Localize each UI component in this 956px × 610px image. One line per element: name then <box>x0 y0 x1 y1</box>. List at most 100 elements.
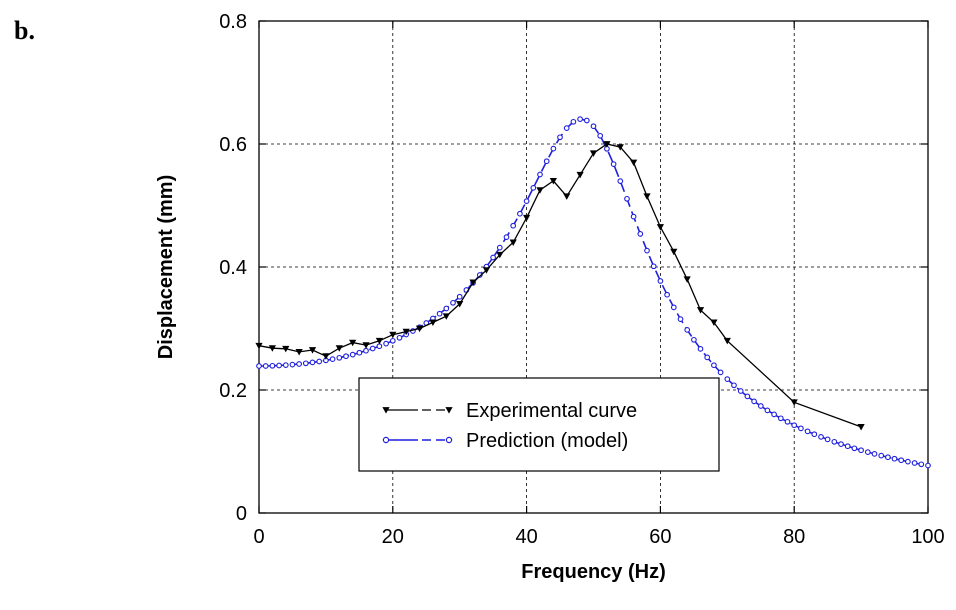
experimental-point <box>536 187 544 194</box>
prediction-point <box>563 125 570 131</box>
experimental-point <box>790 399 798 406</box>
prediction-point <box>664 291 670 298</box>
prediction-point <box>530 185 537 191</box>
experimental-point <box>389 331 397 339</box>
prediction-point <box>282 362 289 368</box>
experimental-point <box>375 337 384 345</box>
prediction-point <box>510 222 517 229</box>
prediction-point <box>704 354 711 361</box>
experimental-point <box>523 214 531 222</box>
prediction-point <box>617 178 624 184</box>
prediction-point <box>744 393 751 400</box>
prediction-point <box>376 343 383 350</box>
prediction-point <box>711 362 717 369</box>
prediction-point <box>771 411 777 418</box>
experimental-point <box>295 348 303 356</box>
prediction-point <box>878 452 885 459</box>
prediction-point <box>256 363 262 369</box>
x-tick-label: 60 <box>649 526 671 548</box>
prediction-point <box>724 376 731 382</box>
x-tick-label: 80 <box>783 526 805 548</box>
legend-marker <box>445 407 453 414</box>
legend-sample-prediction <box>382 436 453 444</box>
prediction-point <box>490 254 496 261</box>
y-tick-label: 0.8 <box>219 11 247 33</box>
experimental-point <box>656 224 664 231</box>
prediction-point <box>644 247 650 254</box>
experimental-point <box>255 342 263 350</box>
prediction-point <box>624 195 630 202</box>
prediction-point <box>383 340 389 347</box>
prediction-point <box>804 428 811 435</box>
experimental-point <box>469 279 477 286</box>
prediction-point <box>590 123 597 130</box>
y-tick-label: 0.6 <box>219 134 247 156</box>
experimental-point <box>402 328 410 336</box>
y-axis-title: Displacement (mm) <box>155 175 177 360</box>
experimental-point <box>322 353 330 360</box>
prediction-point <box>496 244 503 251</box>
x-tick-label: 20 <box>382 526 404 548</box>
prediction-point <box>389 337 396 344</box>
prediction-point <box>858 447 864 454</box>
prediction-point <box>717 369 724 376</box>
prediction-point <box>905 458 911 465</box>
experimental-point <box>670 248 678 256</box>
y-tick-label: 0.4 <box>219 257 247 279</box>
x-tick-label: 40 <box>515 526 537 548</box>
prediction-point <box>650 263 657 270</box>
prediction-point <box>684 327 691 333</box>
experimental-point <box>576 171 584 179</box>
prediction-point <box>356 349 363 356</box>
prediction-point <box>925 462 931 469</box>
experimental-point <box>643 193 651 200</box>
experimental-point <box>857 424 865 431</box>
prediction-point <box>443 305 450 312</box>
experimental-point <box>456 301 464 308</box>
prediction-point <box>363 347 369 354</box>
prediction-point <box>918 461 925 468</box>
prediction-point <box>269 362 276 369</box>
prediction-point <box>777 415 784 422</box>
prediction-point <box>851 445 858 452</box>
legend-marker <box>382 407 390 414</box>
experimental-point <box>723 337 731 345</box>
legend-box <box>358 377 720 472</box>
experimental-point <box>549 178 557 185</box>
experimental-point <box>335 345 343 352</box>
experimental-point <box>442 313 450 320</box>
prediction-point <box>349 351 356 358</box>
experimental-point <box>429 319 437 326</box>
prediction-point <box>764 407 771 414</box>
experimental-point <box>563 193 571 200</box>
prediction-point <box>670 304 677 311</box>
legend-label-experimental: Experimental curve <box>466 400 637 422</box>
prediction-point <box>336 354 343 361</box>
prediction-point <box>396 334 403 341</box>
experimental-point <box>308 347 317 354</box>
prediction-point <box>871 451 878 457</box>
prediction-point <box>691 336 697 343</box>
prediction-point <box>864 449 871 455</box>
prediction-point <box>791 422 798 429</box>
experimental-point <box>589 150 598 157</box>
prediction-point <box>898 457 905 464</box>
prediction-point <box>798 425 804 432</box>
prediction-point <box>329 356 336 362</box>
experimental-point <box>710 319 718 326</box>
prediction-point <box>737 388 744 394</box>
y-tick-label: 0.2 <box>219 380 247 402</box>
prediction-point <box>296 361 302 367</box>
legend-marker <box>445 436 453 444</box>
prediction-point <box>456 293 463 300</box>
panel-label: b. <box>14 16 35 45</box>
legend-sample-experimental <box>382 407 453 414</box>
prediction-point <box>570 118 577 125</box>
prediction-point <box>537 171 543 178</box>
prediction-point <box>436 310 443 317</box>
prediction-point <box>811 431 818 438</box>
x-axis-ticks: 0 20 40 60 80 100 <box>253 21 945 548</box>
prediction-point <box>289 361 296 368</box>
prediction-point <box>369 345 376 352</box>
prediction-point <box>523 198 530 204</box>
